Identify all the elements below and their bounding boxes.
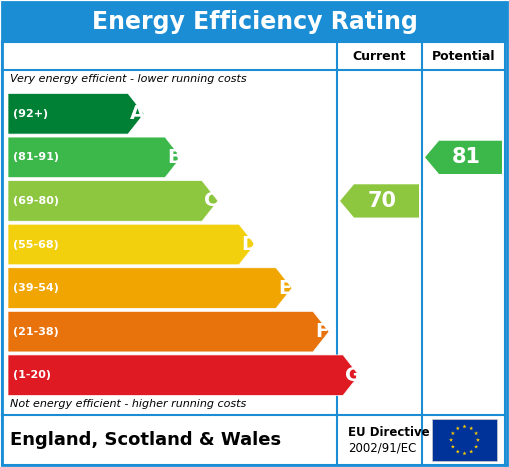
Polygon shape [449,438,453,442]
Polygon shape [462,451,467,455]
Polygon shape [474,431,478,435]
Text: A: A [130,104,145,123]
Bar [2,2,507,42]
Text: G: G [345,366,361,385]
Polygon shape [476,438,480,442]
Text: EU Directive: EU Directive [348,426,430,439]
Polygon shape [8,137,181,177]
Polygon shape [8,93,144,134]
Text: (92+): (92+) [13,109,48,119]
Text: Not energy efficient - higher running costs: Not energy efficient - higher running co… [10,399,246,409]
Text: F: F [315,322,328,341]
Polygon shape [474,445,478,448]
Polygon shape [8,355,359,396]
Polygon shape [469,449,473,453]
Text: E: E [278,279,291,297]
Polygon shape [456,449,460,453]
Polygon shape [451,445,455,448]
Text: 70: 70 [368,191,397,211]
Text: Current: Current [353,50,406,63]
Polygon shape [462,425,467,428]
Polygon shape [469,426,473,430]
Text: (39-54): (39-54) [13,283,59,293]
Polygon shape [8,224,255,265]
Polygon shape [8,311,329,352]
Text: England, Scotland & Wales: England, Scotland & Wales [10,431,281,449]
Text: D: D [241,235,257,254]
Text: (1-20): (1-20) [13,370,51,380]
Polygon shape [340,184,419,218]
Text: (55-68): (55-68) [13,240,59,249]
Text: 81: 81 [452,148,481,167]
Polygon shape [425,141,502,174]
Text: 2002/91/EC: 2002/91/EC [348,441,416,454]
Text: Potential: Potential [432,50,495,63]
Polygon shape [451,431,455,435]
Polygon shape [456,426,460,430]
Polygon shape [8,181,218,221]
Text: Very energy efficient - lower running costs: Very energy efficient - lower running co… [10,74,247,84]
Polygon shape [8,268,292,308]
Text: B: B [167,148,182,167]
Text: (21-38): (21-38) [13,326,59,337]
Text: Energy Efficiency Rating: Energy Efficiency Rating [92,10,417,34]
Bar [432,419,497,461]
Text: (69-80): (69-80) [13,196,59,206]
Text: (81-91): (81-91) [13,152,59,163]
Text: C: C [204,191,218,211]
